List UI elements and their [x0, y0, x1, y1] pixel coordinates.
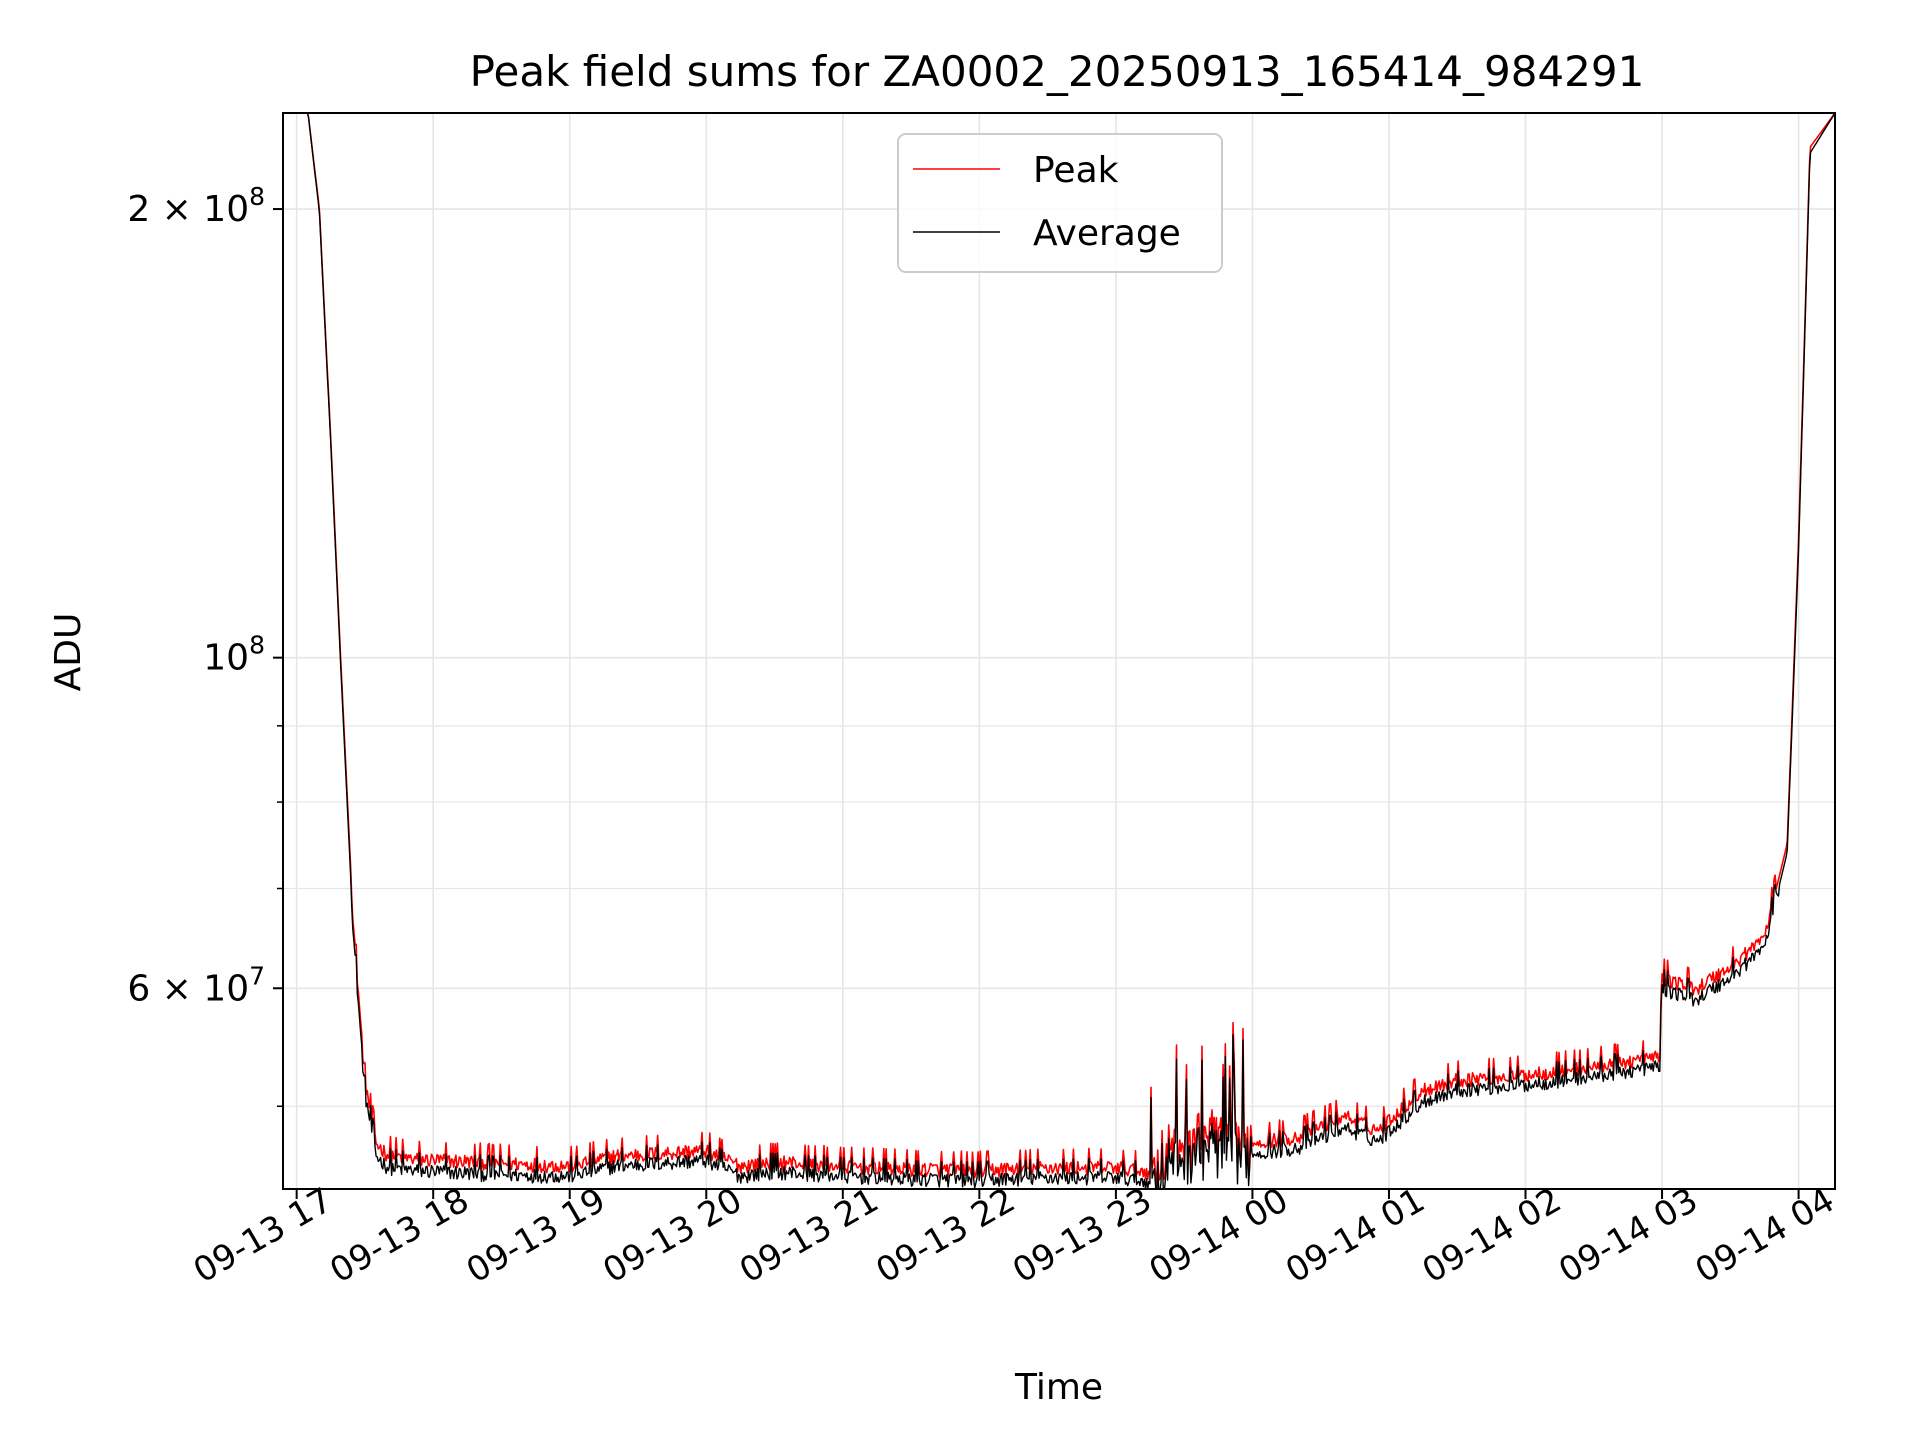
series-line-average [283, 113, 1835, 1189]
y-tick-mantissa: 10 [203, 638, 249, 679]
y-tick-label: 2 × 108 [127, 182, 265, 230]
y-tick-label: 108 [203, 631, 265, 679]
legend-label-peak: Peak [1033, 150, 1119, 191]
legend-label-average: Average [1033, 213, 1181, 254]
x-axis-label: Time [1014, 1367, 1103, 1408]
series-line-peak [283, 113, 1835, 1189]
chart-title: Peak field sums for ZA0002_20250913_1654… [470, 47, 1645, 96]
y-tick-exponent: 8 [249, 182, 265, 211]
series-group [283, 113, 1835, 1189]
y-tick-exponent: 8 [249, 631, 265, 660]
legend: Peak Average [897, 133, 1223, 273]
y-tick-mantissa: 6 × 10 [127, 968, 249, 1009]
plot-frame [282, 112, 1836, 1190]
y-tick-exponent: 7 [249, 961, 265, 990]
y-tick-label: 6 × 107 [127, 961, 265, 1009]
y-axis-label: ADU [48, 613, 89, 692]
y-tick-mantissa: 2 × 10 [127, 189, 249, 230]
